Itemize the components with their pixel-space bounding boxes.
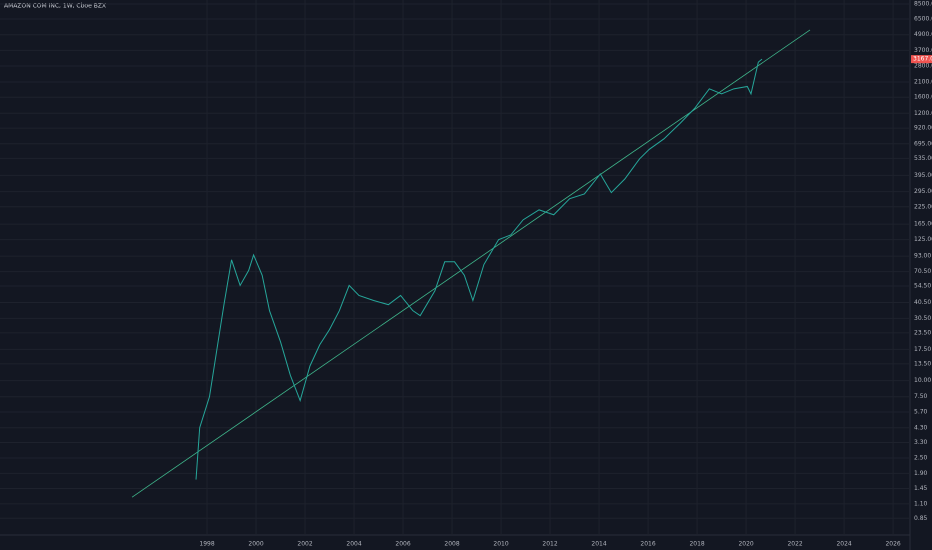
- chart-title: AMAZON COM INC, 1W, Cboe BZX: [4, 3, 106, 10]
- x-tick-label: 2016: [640, 541, 655, 548]
- y-tick-label: 1200.00: [914, 110, 932, 117]
- y-tick-label: 2100.00: [914, 79, 932, 86]
- y-tick-label: 23.50: [914, 329, 931, 336]
- price-label: 3167.00: [913, 56, 932, 63]
- y-tick-label: 3700.00: [914, 47, 932, 54]
- y-tick-label: 535.00: [914, 155, 932, 162]
- x-tick-label: 2022: [787, 541, 802, 548]
- y-tick-label: 10.00: [914, 377, 931, 384]
- y-tick-label: 4900.00: [914, 31, 932, 38]
- y-tick-label: 165.00: [914, 221, 932, 228]
- y-tick-label: 1.10: [914, 500, 928, 507]
- y-tick-label: 13.50: [914, 360, 931, 367]
- y-tick-label: 7.50: [914, 393, 928, 400]
- y-tick-label: 5.70: [914, 409, 928, 416]
- y-tick-label: 6500.00: [914, 15, 932, 22]
- y-tick-label: 2.50: [914, 455, 928, 462]
- y-tick-label: 1600.00: [914, 94, 932, 101]
- x-tick-label: 2012: [542, 541, 557, 548]
- y-tick-label: 0.85: [914, 515, 928, 522]
- y-tick-label: 93.00: [914, 253, 931, 260]
- price-label-box: [911, 55, 932, 64]
- x-tick-label: 2026: [885, 541, 900, 548]
- x-tick-label: 2004: [346, 541, 361, 548]
- x-tick-label: 2024: [836, 541, 851, 548]
- y-tick-label: 40.50: [914, 299, 931, 306]
- y-tick-label: 4.30: [914, 424, 928, 431]
- y-tick-label: 30.50: [914, 315, 931, 322]
- x-tick-label: 2002: [297, 541, 312, 548]
- y-tick-label: 8500.00: [914, 0, 932, 7]
- x-tick-label: 2010: [493, 541, 508, 548]
- x-tick-label: 2018: [689, 541, 704, 548]
- y-tick-label: 295.00: [914, 188, 932, 195]
- y-tick-label: 54.50: [914, 282, 931, 289]
- x-tick-label: 1998: [199, 541, 214, 548]
- x-tick-label: 2008: [444, 541, 459, 548]
- y-tick-label: 920.00: [914, 125, 932, 132]
- y-tick-label: 225.00: [914, 203, 932, 210]
- y-tick-label: 1.90: [914, 470, 928, 477]
- y-tick-label: 3.30: [914, 439, 928, 446]
- y-tick-label: 695.00: [914, 140, 932, 147]
- y-tick-label: 395.00: [914, 172, 932, 179]
- x-tick-label: 2020: [738, 541, 753, 548]
- y-tick-label: 2800.00: [914, 62, 932, 69]
- y-tick-label: 70.50: [914, 268, 931, 275]
- y-tick-label: 1.45: [914, 485, 928, 492]
- y-tick-label: 125.00: [914, 236, 932, 243]
- y-tick-label: 17.50: [914, 346, 931, 353]
- x-tick-label: 2006: [395, 541, 410, 548]
- trendline: [131, 29, 811, 498]
- x-tick-label: 2014: [591, 541, 606, 548]
- x-tick-label: 2000: [248, 541, 263, 548]
- price-line: [195, 58, 763, 480]
